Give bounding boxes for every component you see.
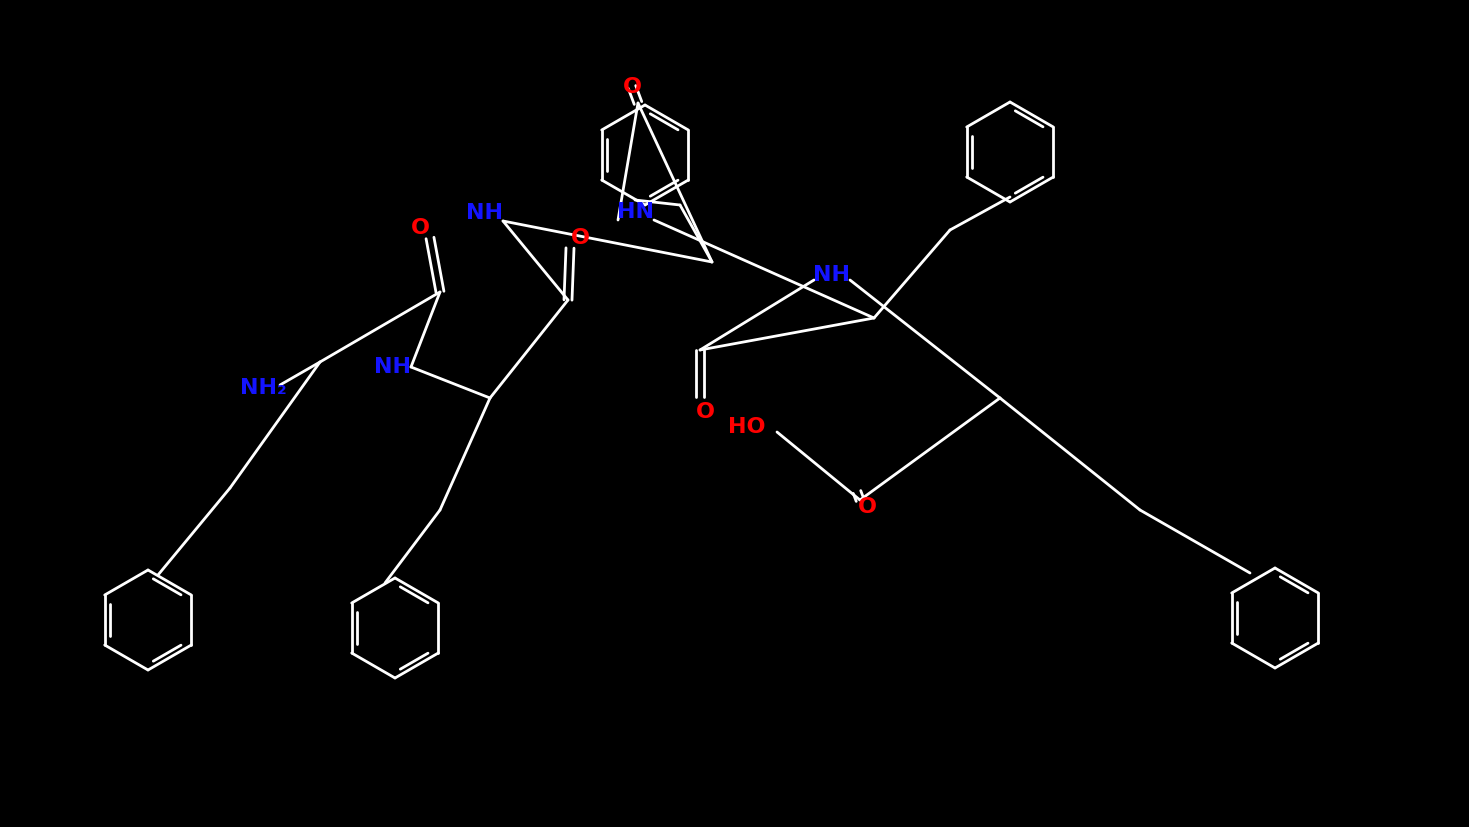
Text: HN: HN — [617, 202, 655, 222]
Text: NH₂: NH₂ — [239, 378, 286, 398]
Text: HO: HO — [729, 417, 765, 437]
Text: O: O — [570, 228, 589, 248]
Text: O: O — [623, 77, 642, 97]
Text: NH: NH — [814, 265, 851, 285]
Text: NH: NH — [467, 203, 504, 223]
Text: O: O — [858, 497, 877, 517]
Text: O: O — [695, 402, 714, 422]
Text: O: O — [410, 218, 429, 238]
Text: NH: NH — [375, 357, 411, 377]
